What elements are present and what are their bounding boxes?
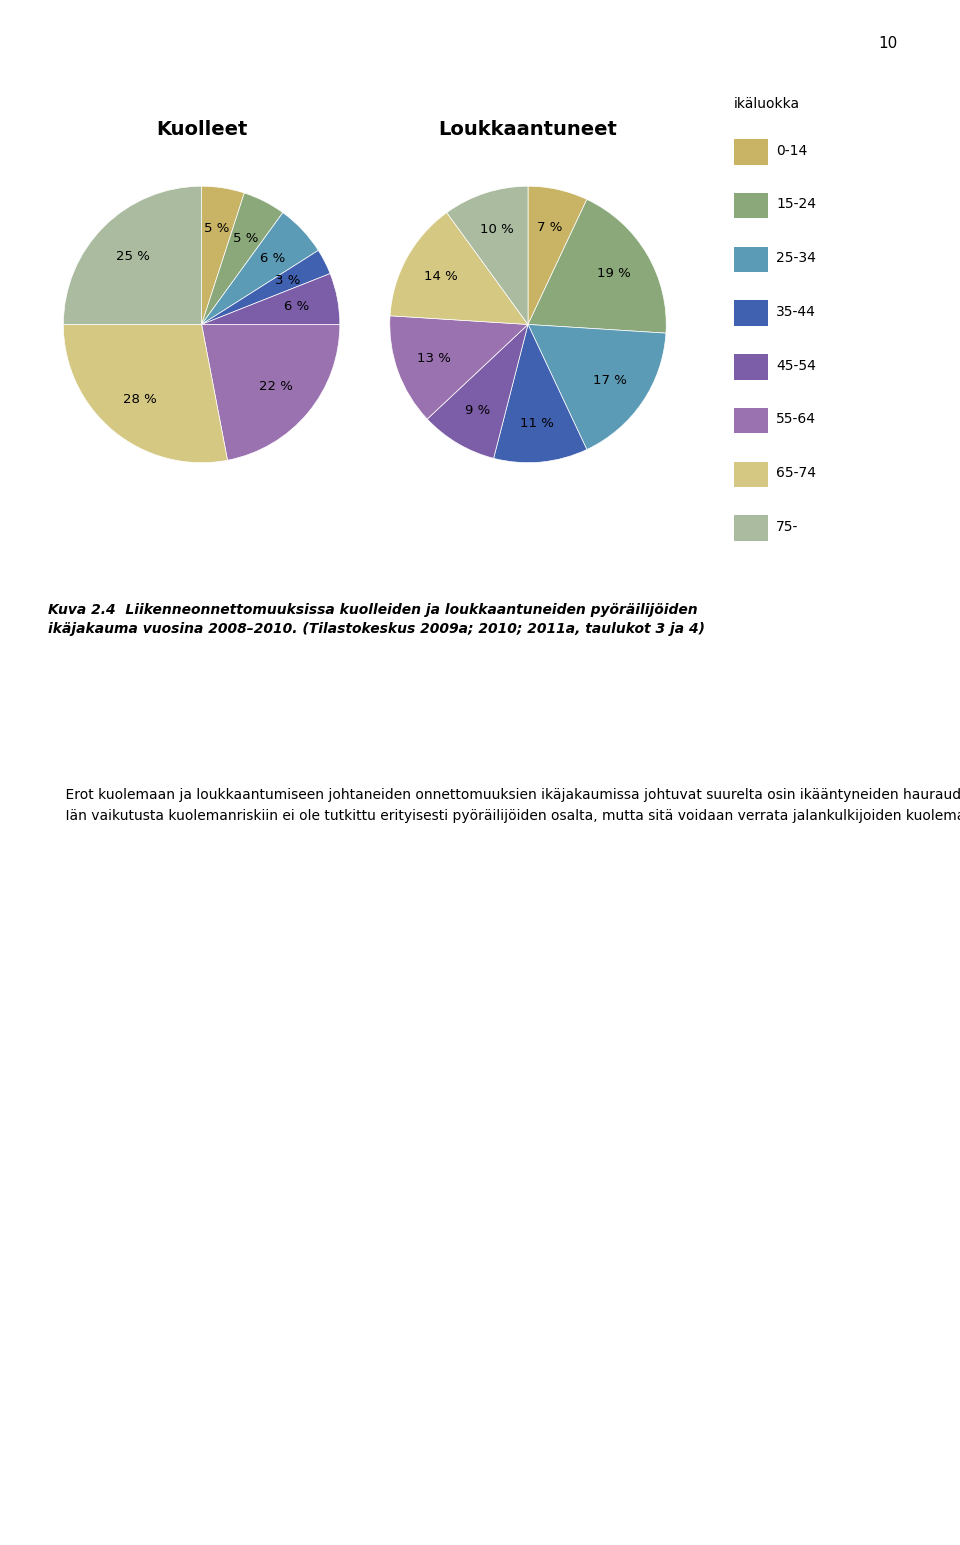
Wedge shape [202, 213, 319, 324]
Text: 10: 10 [878, 36, 898, 51]
Wedge shape [63, 324, 228, 462]
Text: 9 %: 9 % [465, 403, 490, 417]
Text: 13 %: 13 % [418, 352, 451, 365]
Wedge shape [202, 324, 340, 460]
Bar [733, 354, 768, 380]
Text: 25-34: 25-34 [776, 252, 816, 266]
Text: 6 %: 6 % [284, 300, 309, 312]
Text: 3 %: 3 % [276, 273, 300, 287]
Text: 14 %: 14 % [424, 270, 458, 283]
Text: 0-14: 0-14 [776, 144, 807, 158]
Wedge shape [528, 187, 587, 324]
Text: 45-54: 45-54 [776, 358, 816, 372]
Text: 11 %: 11 % [520, 417, 554, 430]
Wedge shape [390, 315, 528, 419]
Text: 6 %: 6 % [259, 252, 285, 264]
Wedge shape [202, 193, 283, 324]
Wedge shape [493, 324, 587, 462]
Wedge shape [446, 187, 528, 324]
Bar [733, 247, 768, 272]
Title: Loukkaantuneet: Loukkaantuneet [439, 121, 617, 139]
Text: 17 %: 17 % [593, 374, 627, 386]
Text: 65-74: 65-74 [776, 467, 816, 480]
Text: 5 %: 5 % [204, 222, 229, 235]
Text: 55-64: 55-64 [776, 413, 816, 426]
Bar [733, 408, 768, 433]
Wedge shape [202, 187, 244, 324]
Text: 28 %: 28 % [123, 392, 156, 405]
Wedge shape [390, 213, 528, 324]
Text: 10 %: 10 % [480, 224, 515, 236]
Bar [733, 462, 768, 487]
Wedge shape [528, 199, 666, 334]
Text: 15-24: 15-24 [776, 198, 816, 212]
Text: 7 %: 7 % [537, 221, 563, 233]
Wedge shape [202, 250, 330, 324]
Text: Kuva 2.4  Liikenneonnettomuuksissa kuolleiden ja loukkaantuneiden pyöräilijöiden: Kuva 2.4 Liikenneonnettomuuksissa kuolle… [48, 603, 705, 637]
Text: 19 %: 19 % [597, 267, 631, 280]
Text: 35-44: 35-44 [776, 304, 816, 318]
Bar [733, 300, 768, 326]
Wedge shape [528, 324, 666, 450]
Title: Kuolleet: Kuolleet [156, 121, 248, 139]
Text: 25 %: 25 % [116, 250, 150, 263]
Wedge shape [202, 273, 340, 324]
Bar [733, 193, 768, 218]
Wedge shape [63, 187, 202, 324]
Text: 5 %: 5 % [233, 232, 258, 244]
Wedge shape [427, 324, 528, 459]
Text: 22 %: 22 % [259, 380, 293, 392]
Text: 75-: 75- [776, 521, 799, 535]
Text: Erot kuolemaan ja loukkaantumiseen johtaneiden onnettomuuksien ikäjakaumissa joh: Erot kuolemaan ja loukkaantumiseen johta… [48, 788, 960, 823]
Bar [733, 139, 768, 165]
Text: ikäluokka: ikäluokka [733, 97, 800, 111]
Bar [733, 516, 768, 541]
